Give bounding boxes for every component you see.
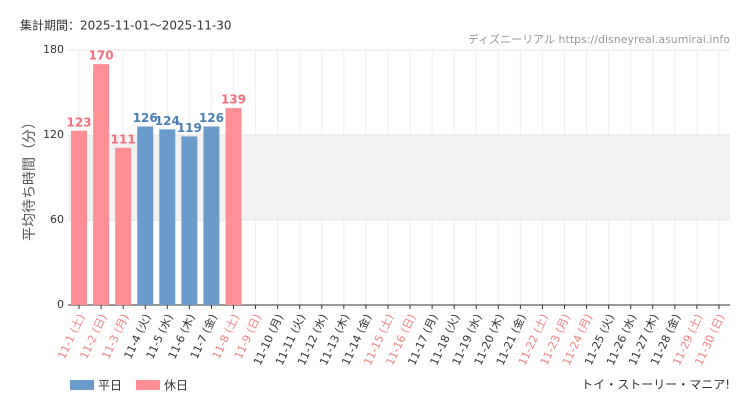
value-label: 139 [221,93,246,107]
value-label: 123 [67,115,92,129]
value-label: 124 [155,114,180,128]
bar [71,130,88,305]
y-tick-label: 0 [57,298,64,311]
y-axis-label: 平均待ち時間（分） [22,115,38,241]
bar [159,129,176,305]
bar [181,136,198,305]
value-label: 111 [111,132,136,146]
period: 集計期間：2025-11-01～2025-11-30 [20,18,231,33]
source: ディズニーリアル https://disneyreal.asumirai.inf… [468,32,730,46]
bar [225,108,242,305]
legend-label: 休日 [164,379,188,393]
legend-swatch [70,380,94,390]
legend-swatch [136,380,160,390]
value-label: 126 [133,111,158,125]
value-label: 126 [199,111,224,125]
bar [203,126,220,305]
legend-label: 平日 [98,379,122,393]
bar [137,126,154,305]
band [68,135,730,220]
attraction: トイ・ストーリー・マニア! [581,378,730,392]
y-tick-label: 120 [43,128,64,141]
y-tick-label: 180 [43,43,64,56]
value-label: 119 [177,121,202,135]
value-label: 170 [89,49,114,63]
bar [115,147,132,305]
bar [93,64,110,306]
y-tick-label: 60 [50,213,64,226]
